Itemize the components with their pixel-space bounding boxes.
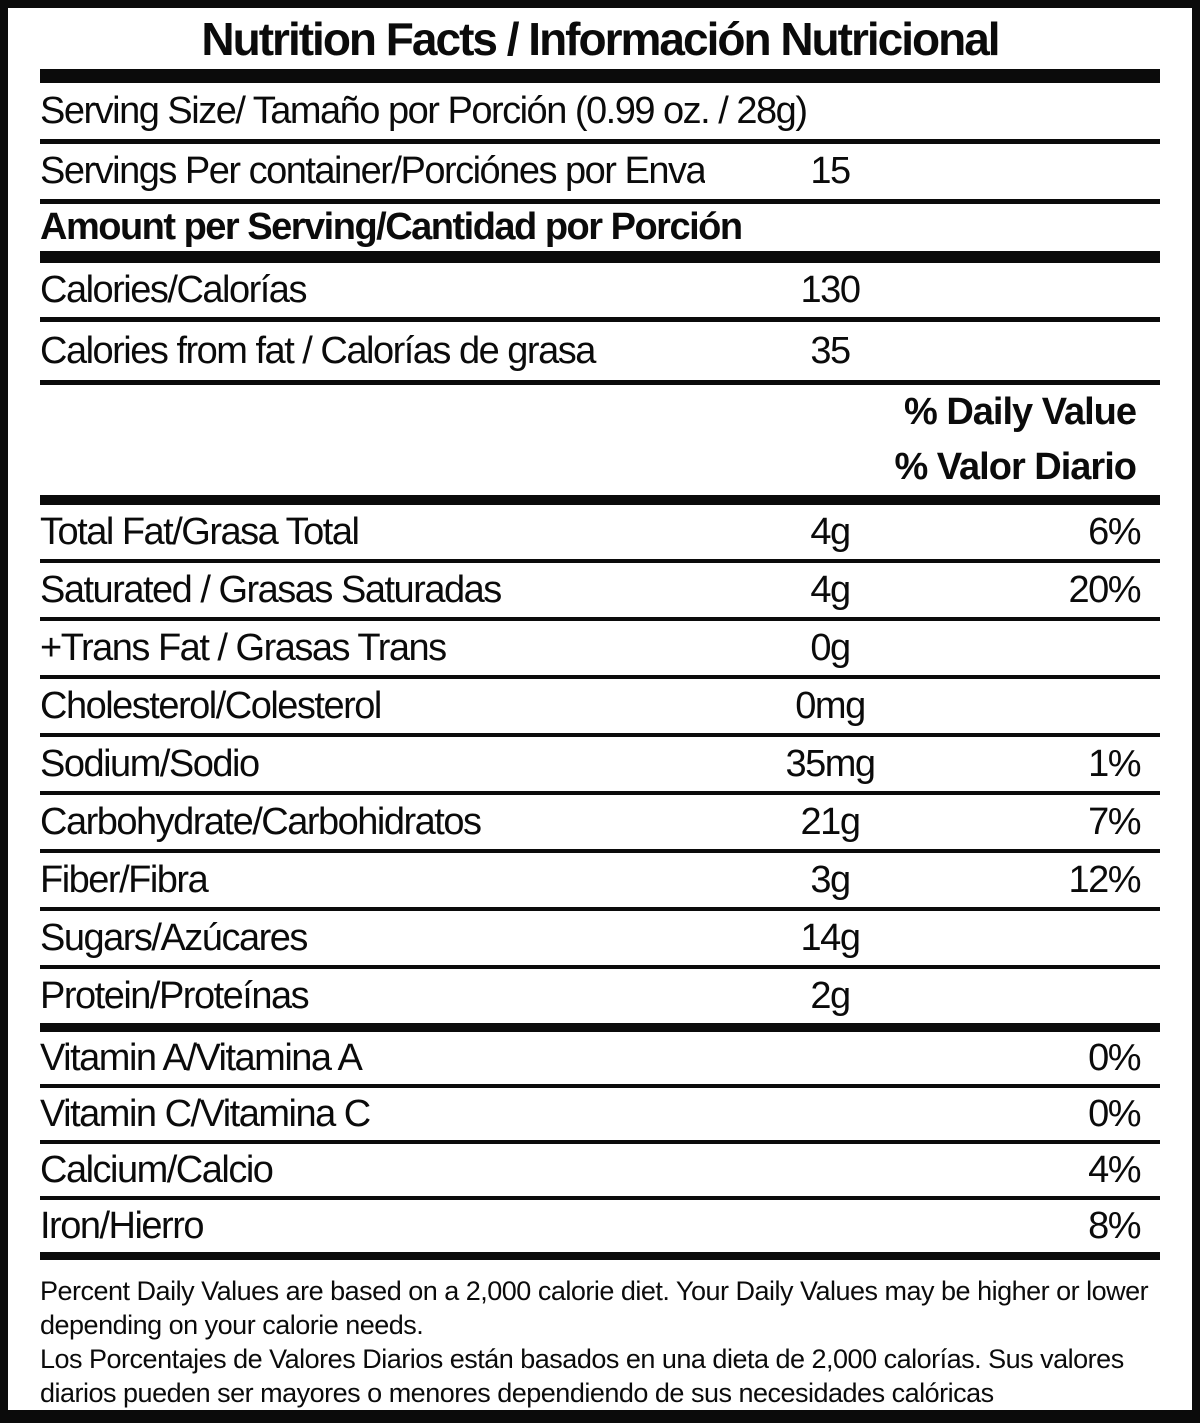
- nutrient-label: Total Fat/Grasa Total: [40, 510, 360, 553]
- nutrient-amount: 4g: [810, 510, 851, 553]
- nutrient-amount: 4g: [810, 568, 851, 611]
- calories-label: Calories/Calorías: [40, 268, 307, 311]
- nutrient-row-carbohydrate: Carbohydrate/Carbohidratos 21g 7%: [40, 795, 1160, 849]
- servings-per-container-label: Servings Per container/Porciónes por Env…: [40, 150, 705, 192]
- vitamin-label: Vitamin A/Vitamina A: [40, 1036, 363, 1079]
- serving-size-text: Serving Size/ Tamaño por Porción (0.99 o…: [40, 89, 808, 132]
- vitamin-label: Vitamin C/Vitamina C: [40, 1092, 371, 1135]
- calories-from-fat-value: 35: [810, 329, 851, 372]
- calories-from-fat-label: Calories from fat / Calorías de grasa: [40, 329, 596, 372]
- vitamin-label: Calcium/Calcio: [40, 1148, 274, 1191]
- divider-thin: [40, 617, 1160, 621]
- divider-thin: [40, 675, 1160, 679]
- divider-thin: [40, 1084, 1160, 1088]
- nutrient-dv: 6%: [1088, 510, 1141, 553]
- divider-thin: [40, 139, 1160, 144]
- divider-thin: [40, 559, 1160, 563]
- divider-thick: [40, 1023, 1160, 1032]
- daily-value-header-en: % Daily Value: [903, 390, 1137, 433]
- amount-per-serving-header: Amount per Serving/Cantidad por Porción: [40, 204, 1160, 251]
- vitamin-dv: 0%: [1088, 1092, 1141, 1135]
- servings-per-container-value: 15: [810, 150, 851, 192]
- divider-thin: [40, 199, 1160, 204]
- divider-thin: [40, 380, 1160, 385]
- label-title: Nutrition Facts / Información Nutriciona…: [201, 12, 1000, 65]
- divider-thin: [40, 733, 1160, 737]
- nutrient-label: Cholesterol/Colesterol: [40, 684, 382, 727]
- nutrient-row-sugars: Sugars/Azúcares 14g: [40, 911, 1160, 965]
- servings-per-container-row: Servings Per container/Porciónes por Env…: [40, 144, 1160, 199]
- vitamin-row-vitamin-c: Vitamin C/Vitamina C 0%: [40, 1088, 1160, 1140]
- vitamin-row-vitamin-a: Vitamin A/Vitamina A 0%: [40, 1032, 1160, 1084]
- nutrient-label: Sugars/Azúcares: [40, 916, 308, 959]
- daily-value-header-es: % Valor Diario: [894, 445, 1137, 488]
- nutrient-amount: 21g: [800, 800, 861, 843]
- divider-thick: [40, 69, 1160, 83]
- nutrient-label: +Trans Fat / Grasas Trans: [40, 626, 447, 669]
- nutrient-row-cholesterol: Cholesterol/Colesterol 0mg: [40, 679, 1160, 733]
- footnote-spanish: Los Porcentajes de Valores Diarios están…: [40, 1344, 1124, 1408]
- calories-value: 130: [800, 268, 861, 311]
- footnote: Percent Daily Values are based on a 2,00…: [40, 1260, 1160, 1410]
- divider-thick: [40, 1252, 1160, 1260]
- divider-thin: [40, 1140, 1160, 1144]
- serving-size-row: Serving Size/ Tamaño por Porción (0.99 o…: [40, 83, 1160, 139]
- vitamin-dv: 4%: [1088, 1148, 1141, 1191]
- nutrient-amount: 0g: [810, 626, 851, 669]
- nutrient-row-total-fat: Total Fat/Grasa Total 4g 6%: [40, 505, 1160, 559]
- nutrient-row-sodium: Sodium/Sodio 35mg 1%: [40, 737, 1160, 791]
- nutrient-dv: 7%: [1088, 800, 1141, 843]
- nutrient-amount: 0mg: [795, 684, 866, 727]
- divider-thick: [40, 251, 1160, 263]
- nutrient-dv: 1%: [1088, 742, 1141, 785]
- nutrient-amount: 3g: [810, 858, 851, 901]
- nutrient-label: Sodium/Sodio: [40, 742, 260, 785]
- divider-thin: [40, 965, 1160, 969]
- nutrient-label: Fiber/Fibra: [40, 858, 209, 901]
- vitamin-dv: 0%: [1088, 1036, 1141, 1079]
- nutrient-amount: 35mg: [785, 742, 876, 785]
- footnote-english: Percent Daily Values are based on a 2,00…: [40, 1276, 1149, 1340]
- divider-thin: [40, 849, 1160, 853]
- nutrient-dv: 20%: [1068, 568, 1141, 611]
- nutrient-amount: 2g: [810, 974, 851, 1017]
- vitamin-dv: 8%: [1088, 1204, 1141, 1247]
- divider-thin: [40, 907, 1160, 911]
- nutrient-label: Carbohydrate/Carbohidratos: [40, 800, 482, 843]
- divider-thin: [40, 1196, 1160, 1200]
- nutrient-amount: 14g: [800, 916, 861, 959]
- nutrient-label: Protein/Proteínas: [40, 974, 310, 1017]
- nutrient-row-fiber: Fiber/Fibra 3g 12%: [40, 853, 1160, 907]
- calories-from-fat-row: Calories from fat / Calorías de grasa 35: [40, 322, 1160, 380]
- nutrient-row-saturated-fat: Saturated / Grasas Saturadas 4g 20%: [40, 563, 1160, 617]
- nutrient-label: Saturated / Grasas Saturadas: [40, 568, 502, 611]
- divider-thick: [40, 495, 1160, 505]
- amount-per-serving-text: Amount per Serving/Cantidad por Porción: [40, 206, 743, 248]
- nutrient-row-protein: Protein/Proteínas 2g: [40, 969, 1160, 1023]
- divider-thin: [40, 317, 1160, 322]
- vitamin-label: Iron/Hierro: [40, 1204, 205, 1247]
- nutrient-dv: 12%: [1068, 858, 1141, 901]
- vitamin-row-iron: Iron/Hierro 8%: [40, 1200, 1160, 1252]
- calories-row: Calories/Calorías 130: [40, 263, 1160, 317]
- nutrient-row-trans-fat: +Trans Fat / Grasas Trans 0g: [40, 621, 1160, 675]
- divider-thin: [40, 791, 1160, 795]
- vitamin-row-calcium: Calcium/Calcio 4%: [40, 1144, 1160, 1196]
